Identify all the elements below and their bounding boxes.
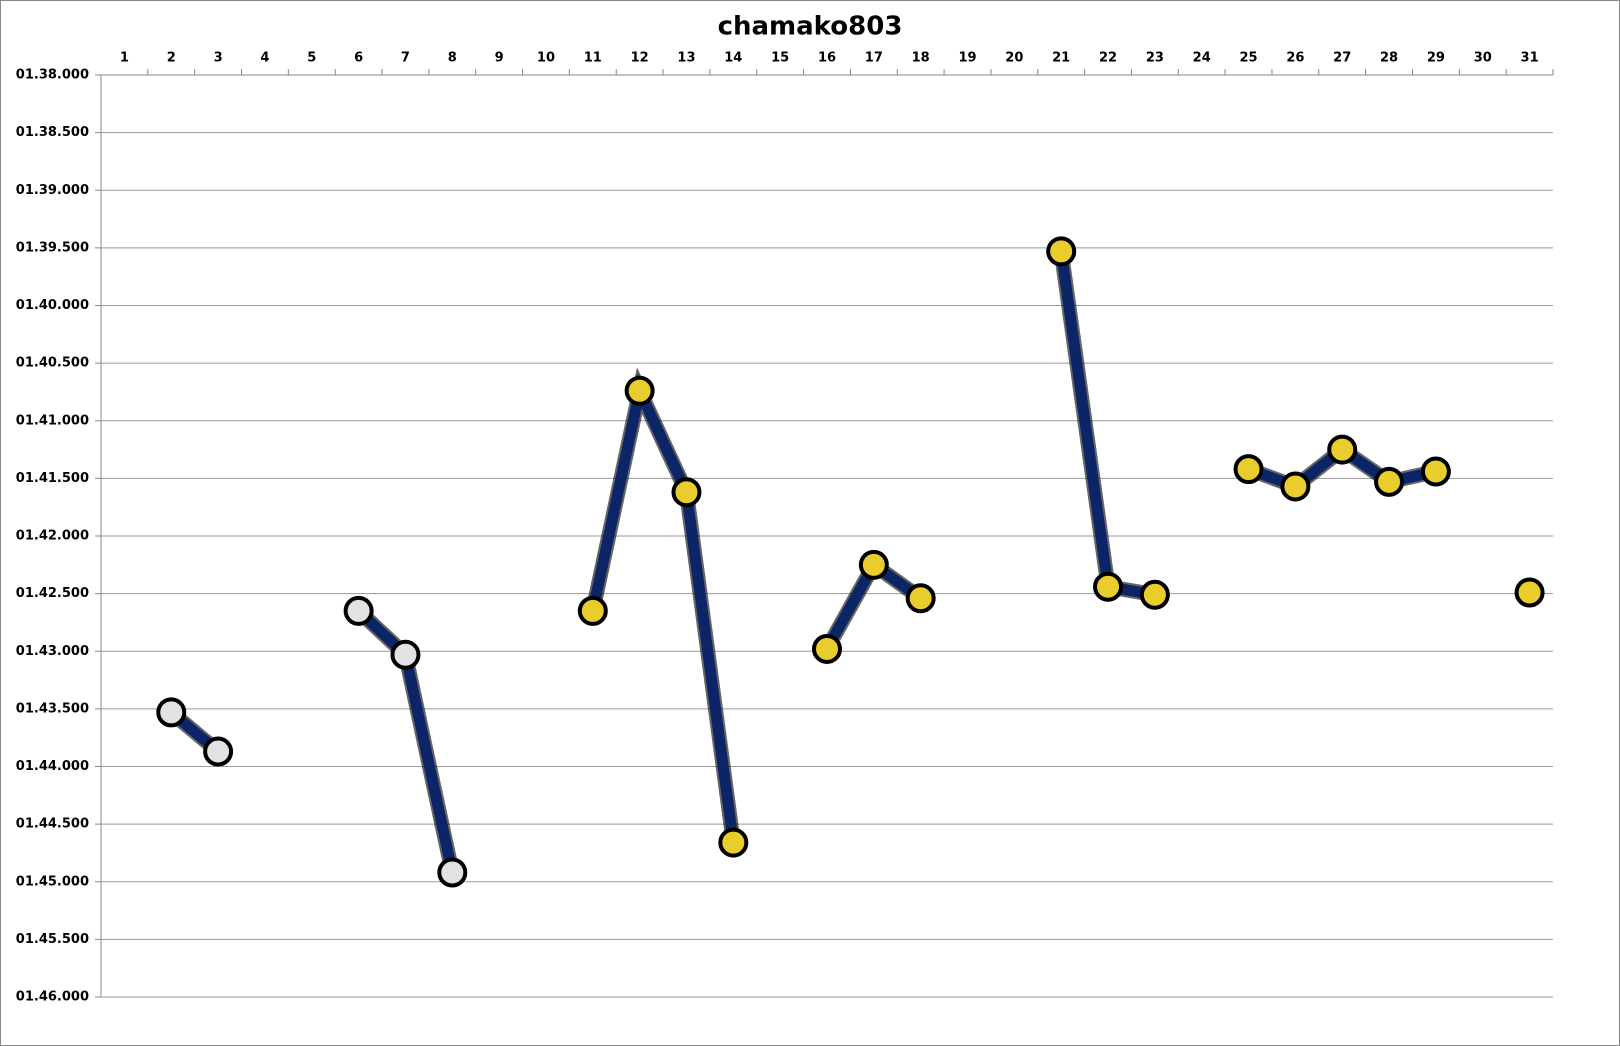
- x-tick-label: 16: [818, 51, 836, 66]
- y-tick-label: 01.38.000: [16, 68, 89, 83]
- point-marker: [203, 736, 234, 767]
- point-marker: [905, 583, 936, 614]
- x-tick-label: 14: [724, 51, 742, 66]
- y-tick-label: 01.45.000: [16, 874, 89, 889]
- point-marker: [812, 633, 842, 664]
- x-tick-label: 6: [354, 51, 363, 66]
- x-tick-label: 3: [214, 51, 223, 66]
- point-marker: [437, 857, 468, 888]
- y-tick-label: 01.39.000: [16, 183, 89, 198]
- point-marker: [1327, 434, 1358, 465]
- x-tick-label: 8: [448, 51, 457, 66]
- x-tick-label: 10: [537, 51, 555, 66]
- x-tick-label: 9: [495, 51, 504, 66]
- x-tick-label: 11: [584, 51, 602, 66]
- y-tick-label: 01.38.500: [16, 125, 89, 140]
- x-tick-label: 29: [1427, 51, 1445, 66]
- x-tick-label: 7: [401, 51, 410, 66]
- point-marker: [1280, 471, 1311, 502]
- y-tick-label: 01.45.500: [16, 932, 89, 947]
- x-tick-label: 28: [1380, 51, 1398, 66]
- x-tick-label: 27: [1333, 51, 1351, 66]
- x-tick-label: 5: [307, 51, 316, 66]
- x-tick-label: 19: [958, 51, 976, 66]
- point-marker: [671, 477, 702, 508]
- x-tick-label: 2: [167, 51, 176, 66]
- x-tick-label: 23: [1146, 51, 1164, 66]
- y-tick-label: 01.42.000: [16, 529, 89, 544]
- x-tick-label: 21: [1052, 51, 1070, 66]
- x-tick-label: 4: [260, 51, 269, 66]
- y-tick-label: 01.44.000: [16, 759, 89, 774]
- y-tick-label: 01.43.500: [16, 701, 89, 716]
- point-marker: [1514, 577, 1545, 608]
- y-tick-label: 01.46.000: [16, 990, 89, 1005]
- point-marker: [1046, 236, 1077, 267]
- y-tick-label: 01.41.500: [16, 471, 89, 486]
- chart-title: chamako803: [718, 12, 903, 42]
- x-tick-label: 20: [1005, 51, 1023, 66]
- point-marker: [1420, 456, 1451, 487]
- point-marker: [343, 595, 374, 626]
- y-tick-label: 01.40.000: [16, 298, 89, 313]
- point-marker: [577, 595, 608, 626]
- point-marker: [1139, 579, 1170, 610]
- point-marker: [858, 549, 889, 580]
- y-tick-label: 01.40.500: [16, 356, 89, 371]
- x-tick-label: 1: [120, 51, 129, 66]
- point-marker: [390, 639, 421, 670]
- x-tick-label: 17: [865, 51, 883, 66]
- point-marker: [624, 375, 655, 406]
- x-tick-label: 18: [912, 51, 930, 66]
- point-marker: [1233, 454, 1264, 485]
- y-tick-label: 01.39.500: [16, 240, 89, 255]
- x-tick-label: 15: [771, 51, 789, 66]
- y-tick-label: 01.43.000: [16, 644, 89, 659]
- x-tick-label: 25: [1240, 51, 1258, 66]
- y-tick-label: 01.41.000: [16, 413, 89, 428]
- x-tick-label: 31: [1521, 51, 1539, 66]
- x-tick-label: 24: [1193, 51, 1211, 66]
- point-marker: [718, 827, 749, 858]
- point-marker: [156, 697, 187, 728]
- point-marker: [1093, 571, 1124, 602]
- y-tick-label: 01.44.500: [16, 817, 89, 832]
- x-tick-label: 26: [1286, 51, 1304, 66]
- y-tick-label: 01.42.500: [16, 586, 89, 601]
- x-tick-label: 13: [677, 51, 695, 66]
- x-tick-label: 30: [1474, 51, 1492, 66]
- x-tick-label: 22: [1099, 51, 1117, 66]
- x-tick-label: 12: [631, 51, 649, 66]
- point-marker: [1374, 466, 1405, 497]
